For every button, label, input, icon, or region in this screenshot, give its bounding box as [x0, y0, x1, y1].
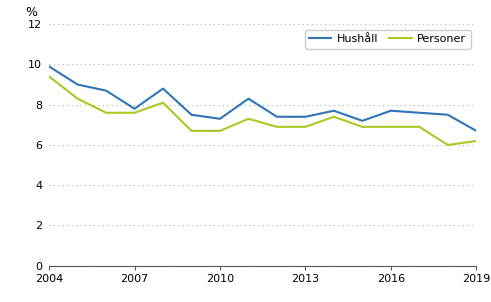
Text: %: % — [26, 6, 38, 19]
Hushåll — [189, 113, 194, 117]
Legend: Hushåll, Personer: Hushåll, Personer — [304, 30, 471, 49]
Hushåll — [75, 83, 81, 86]
Personer — [388, 125, 394, 129]
Hushåll — [103, 89, 109, 92]
Hushåll — [246, 97, 251, 101]
Personer — [246, 117, 251, 120]
Personer — [359, 125, 365, 129]
Hushåll — [132, 107, 137, 111]
Personer — [103, 111, 109, 114]
Hushåll — [359, 119, 365, 123]
Personer — [75, 97, 81, 101]
Personer — [189, 129, 194, 133]
Hushåll — [160, 87, 166, 90]
Personer — [331, 115, 337, 119]
Personer — [46, 75, 52, 78]
Personer — [132, 111, 137, 114]
Hushåll — [217, 117, 223, 120]
Hushåll — [473, 129, 479, 133]
Personer — [274, 125, 280, 129]
Hushåll — [416, 111, 422, 114]
Hushåll — [302, 115, 308, 119]
Hushåll — [46, 65, 52, 68]
Personer — [445, 143, 451, 147]
Personer — [416, 125, 422, 129]
Personer — [473, 139, 479, 143]
Personer — [217, 129, 223, 133]
Personer — [160, 101, 166, 104]
Line: Personer: Personer — [49, 76, 476, 145]
Hushåll — [388, 109, 394, 113]
Line: Hushåll: Hushåll — [49, 66, 476, 131]
Hushåll — [331, 109, 337, 113]
Hushåll — [274, 115, 280, 119]
Hushåll — [445, 113, 451, 117]
Personer — [302, 125, 308, 129]
